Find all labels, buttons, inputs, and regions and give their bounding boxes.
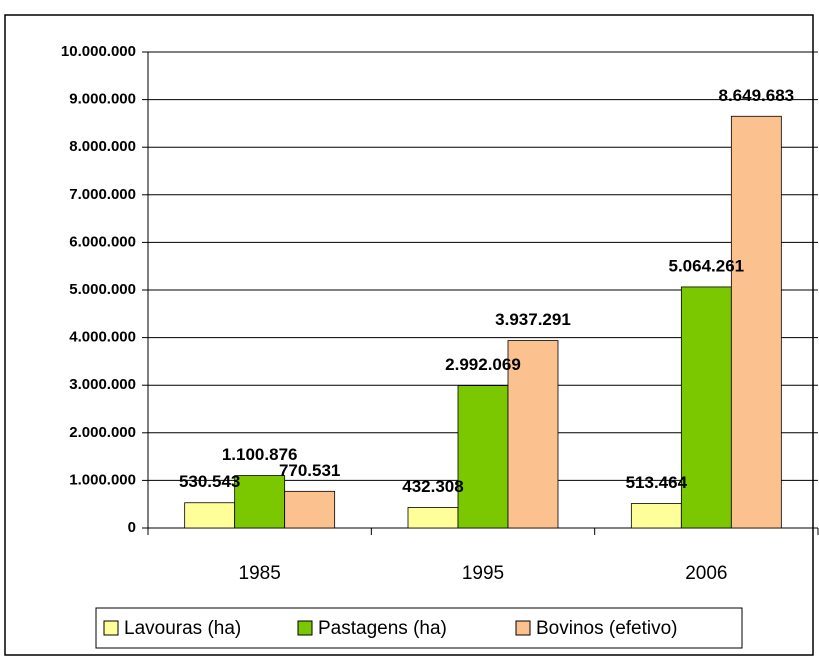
bar [630,503,682,529]
legend-swatch [297,620,313,636]
y-tick-label: 8.000.000 [69,138,136,155]
bar [730,115,782,529]
chart-border [4,14,814,656]
data-label: 5.064.261 [669,256,745,275]
data-label: 513.464 [626,473,688,492]
data-label: 1.100.876 [222,445,298,464]
data-label: 770.531 [279,461,340,480]
bar [507,340,559,529]
bar [284,490,336,529]
y-tick-label: 0 [128,519,136,536]
bar [407,507,459,529]
legend-swatch [515,620,531,636]
data-label: 432.308 [402,477,463,496]
data-label: 530.543 [179,472,240,491]
y-tick-label: 10.000.000 [61,43,136,60]
x-tick-label: 2006 [685,563,727,584]
y-tick-label: 5.000.000 [69,281,136,298]
bar [234,475,286,529]
legend-box [95,607,743,649]
bar [680,286,732,529]
bar [457,385,509,529]
bar [184,502,236,529]
legend-label: Bovinos (efetivo) [536,618,678,639]
data-label: 8.649.683 [719,86,795,105]
y-tick-label: 2.000.000 [69,424,136,441]
y-tick-label: 3.000.000 [69,376,136,393]
legend-label: Lavouras (ha) [124,618,241,639]
y-tick-label: 9.000.000 [69,91,136,108]
x-tick-label: 1995 [462,563,504,584]
y-tick-label: 7.000.000 [69,186,136,203]
legend-swatch [103,620,119,636]
legend-label: Pastagens (ha) [318,618,447,639]
data-label: 2.992.069 [445,355,521,374]
y-tick-label: 1.000.000 [69,471,136,488]
data-label: 3.937.291 [495,310,571,329]
y-tick-label: 4.000.000 [69,329,136,346]
x-tick-label: 1985 [239,563,281,584]
y-tick-label: 6.000.000 [69,233,136,250]
